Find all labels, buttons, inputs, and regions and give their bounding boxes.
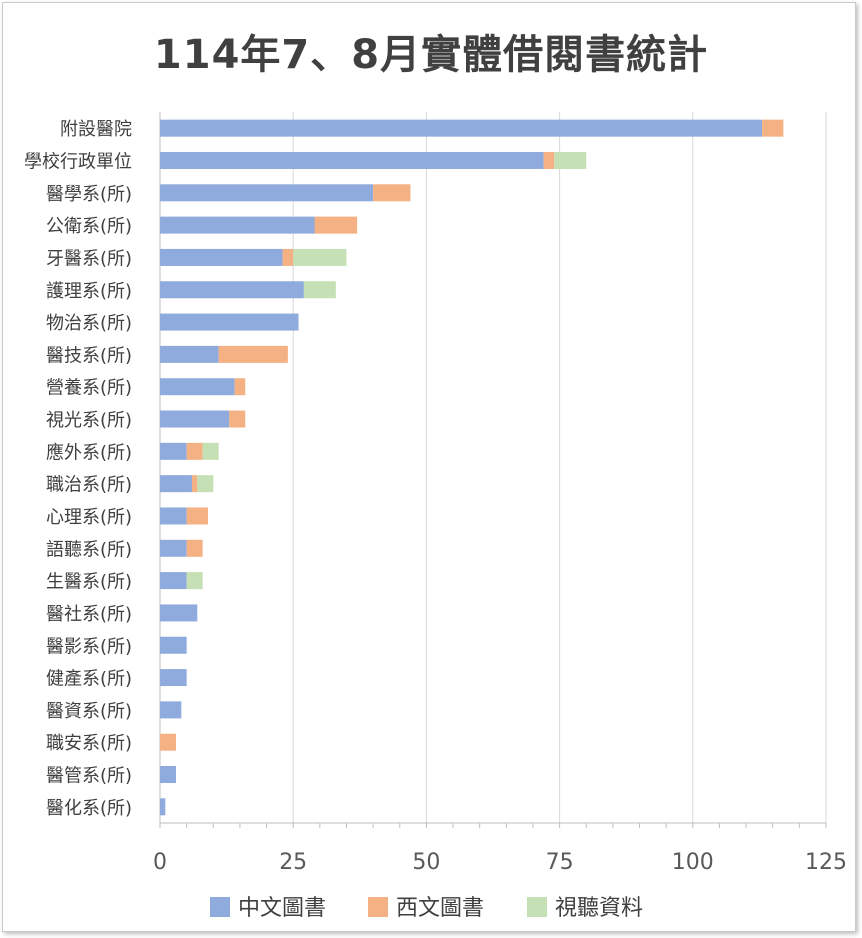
bar-segment — [229, 410, 246, 428]
category-label: 職治系(所) — [46, 475, 132, 496]
bar-segment — [160, 669, 187, 687]
bar-segment — [314, 216, 358, 234]
bar-segment — [762, 119, 784, 137]
bar-segment — [160, 345, 219, 363]
category-label: 公衛系(所) — [46, 216, 132, 237]
bar-segment — [160, 313, 299, 331]
bar-segment — [160, 119, 763, 137]
bar-segment — [186, 507, 208, 525]
legend-swatch — [368, 897, 388, 917]
bar-segment — [186, 572, 203, 590]
category-label: 應外系(所) — [46, 441, 132, 463]
bar-segment — [160, 410, 230, 428]
bar-segment — [160, 636, 187, 654]
category-label: 醫化系(所) — [46, 798, 132, 819]
bar-segment — [160, 539, 187, 557]
bars — [160, 119, 784, 816]
bar-segment — [160, 248, 283, 266]
category-label: 醫社系(所) — [46, 604, 132, 625]
category-label: 附設醫院 — [60, 119, 132, 140]
bar-segment — [543, 151, 555, 169]
bar-segment — [234, 378, 246, 396]
category-label: 營養系(所) — [46, 378, 132, 399]
bar-segment — [160, 216, 315, 234]
bar-segment — [186, 539, 203, 557]
category-label: 視光系(所) — [46, 410, 132, 431]
category-label: 生醫系(所) — [46, 572, 132, 593]
bar-segment — [160, 442, 187, 460]
bar-segment — [303, 281, 336, 299]
bar-segment — [293, 248, 347, 266]
bar-segment — [282, 248, 294, 266]
bar-segment — [160, 604, 198, 622]
bar-segment — [186, 442, 203, 460]
bar-segment — [160, 151, 544, 169]
category-label: 心理系(所) — [46, 507, 132, 528]
category-label: 健產系(所) — [46, 669, 132, 690]
bar-segment — [197, 475, 214, 493]
bar-segment — [218, 345, 288, 363]
x-tick-label: 125 — [805, 850, 847, 875]
category-label: 語聽系(所) — [46, 539, 132, 560]
bar-segment — [554, 151, 587, 169]
bar-segment — [160, 572, 187, 590]
bar-segment — [160, 184, 374, 202]
bar-segment — [202, 442, 219, 460]
legend-label: 中文圖書 — [238, 896, 326, 921]
bar-segment — [160, 475, 192, 493]
bar-segment — [160, 701, 182, 719]
bar-segment — [160, 378, 235, 396]
x-tick-label: 100 — [672, 850, 714, 875]
bar-segment — [373, 184, 411, 202]
category-label: 醫管系(所) — [46, 766, 132, 787]
legend-swatch — [527, 897, 547, 917]
category-label: 醫資系(所) — [46, 701, 132, 722]
category-label: 物治系(所) — [46, 313, 132, 334]
bar-segment — [160, 507, 187, 525]
category-label: 醫技系(所) — [46, 345, 132, 366]
category-label: 職安系(所) — [46, 733, 132, 754]
x-tick-label: 50 — [412, 850, 440, 875]
x-tick-label: 25 — [279, 850, 307, 875]
category-label: 醫學系(所) — [46, 184, 132, 205]
category-label: 醫影系(所) — [46, 636, 132, 657]
bar-segment — [160, 733, 176, 751]
chart-title: 114年7、8月實體借閱書統計 — [153, 32, 709, 78]
category-label: 牙醫系(所) — [46, 248, 132, 269]
x-tick-label: 0 — [153, 850, 167, 875]
legend-swatch — [210, 897, 230, 917]
legend-label: 西文圖書 — [396, 896, 484, 921]
bar-segment — [160, 798, 166, 816]
x-tick-labels: 0 25 50 75 100 125 — [153, 850, 847, 875]
legend: 中文圖書 西文圖書 視聽資料 — [210, 896, 643, 921]
bar-segment — [160, 766, 176, 784]
legend-label: 視聽資料 — [555, 896, 643, 921]
category-label: 護理系(所) — [46, 281, 132, 302]
bar-segment — [160, 281, 304, 299]
category-label: 學校行政單位 — [24, 151, 132, 172]
bar-segment — [191, 475, 198, 493]
x-tick-label: 75 — [546, 850, 574, 875]
